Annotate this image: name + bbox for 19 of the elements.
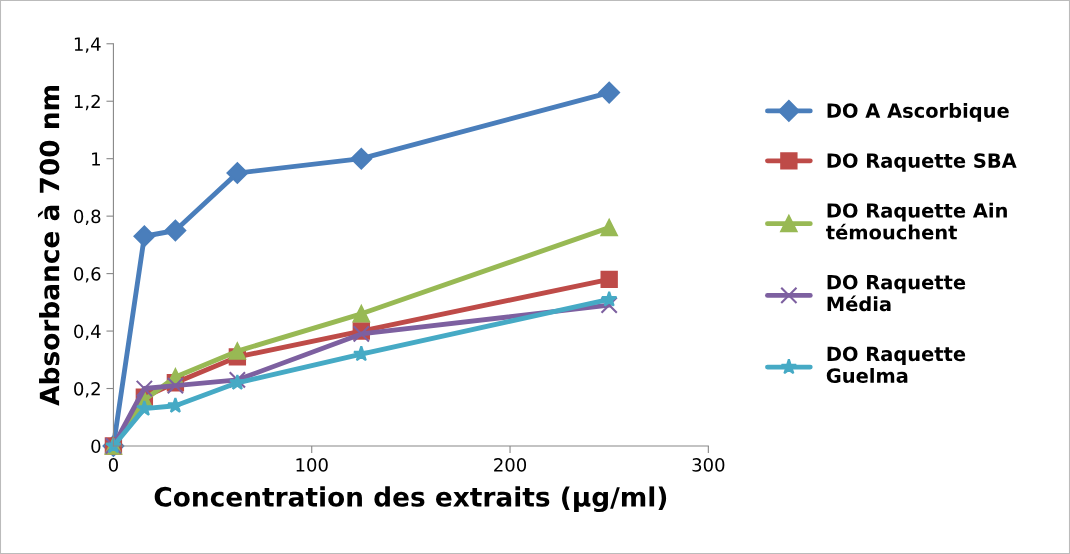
legend-label: DO Raquette Média [827, 274, 966, 312]
legend-label: DO Raquette Ain témouchent [826, 202, 1007, 240]
x-tick-label: 0 [108, 458, 118, 472]
y-tick-label: 0,4 [74, 324, 101, 341]
x-tick-label: 100 [296, 458, 328, 472]
y-tick-label: 0,6 [74, 267, 101, 283]
y-tick-label: 0 [91, 439, 101, 454]
y-tick-label: 1,2 [74, 94, 100, 111]
y-tick-label: 1 [92, 152, 100, 166]
x-tick-label: 300 [692, 458, 725, 472]
y-tick-label: 0,8 [74, 209, 101, 226]
legend-label: DO A Ascorbique [827, 102, 1009, 122]
y-tick-label: 0,2 [74, 381, 100, 398]
legend-label: DO Raquette SBA [827, 153, 1017, 172]
x-axis-title: Concentration des extraits (µg/ml) [154, 486, 667, 513]
x-tick-label: 200 [494, 458, 527, 472]
y-axis-title: Absorbance à 700 nm [37, 85, 60, 406]
legend-label: DO Raquette Guelma [826, 346, 966, 384]
y-tick-label: 1,4 [74, 37, 101, 53]
